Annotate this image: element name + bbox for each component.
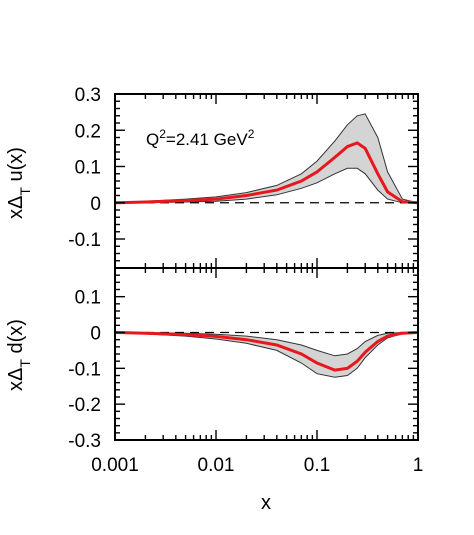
bottom-y-tick-label: 0: [90, 324, 101, 345]
top-y-axis-title: xΔT u(x): [5, 147, 33, 219]
bottom-y-axis-title: xΔT d(x): [5, 319, 33, 391]
top-y-tick-label: 0.1: [75, 158, 101, 179]
bottom-y-tick-label: -0.3: [68, 431, 101, 452]
top-y-tick-label: 0: [90, 194, 101, 215]
x-tick-label: 0.1: [304, 455, 330, 476]
bottom-uncertainty-band: [114, 332, 419, 378]
bottom-y-tick-label: -0.1: [68, 359, 101, 380]
bottom-panel: 0.1 0 -0.1 -0.2 -0.3 0.001 0.01 0.1 1: [68, 267, 424, 476]
bottom-plot-frame: [114, 267, 419, 441]
top-y-tick-label: -0.1: [68, 230, 101, 251]
top-panel: 0.3 0.2 0.1 0 -0.1: [68, 85, 419, 269]
x-tick-label: 0.01: [198, 455, 235, 476]
top-y-tick-label: 0.3: [75, 85, 101, 106]
x-tick-label: 1: [413, 455, 424, 476]
x-axis-title: x: [261, 492, 271, 514]
x-tick-label: 0.001: [91, 455, 139, 476]
q2-annotation: Q2=2.41 GeV2: [146, 127, 255, 149]
bottom-y-tick-label: -0.2: [68, 395, 101, 416]
bottom-y-tick-label: 0.1: [75, 288, 101, 309]
bottom-central-curve: [114, 331, 419, 372]
top-y-tick-label: 0.2: [75, 121, 101, 142]
top-central-curve: [114, 141, 419, 205]
